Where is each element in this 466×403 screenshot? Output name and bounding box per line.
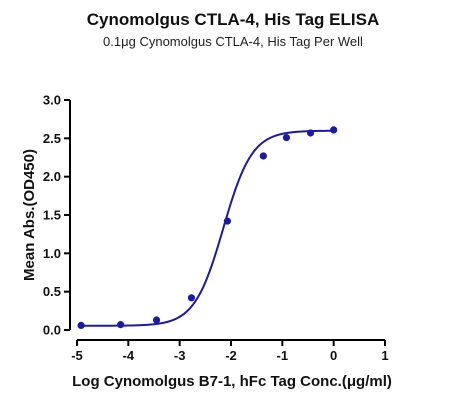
data-point	[259, 152, 267, 160]
data-point	[330, 126, 338, 134]
data-point	[223, 217, 232, 225]
data-point	[152, 316, 161, 324]
y-tick-label: 0.5	[43, 284, 61, 299]
x-tick-label: -5	[71, 348, 83, 363]
x-tick-label: 0	[330, 348, 337, 363]
plot-area: 0.0 0.5 1.0 1.5 2.0 2.5 3.0 -5 -4 -3 -2 -1 0 1	[43, 93, 389, 364]
data-point	[282, 133, 291, 142]
y-tick-label: 2.0	[43, 169, 61, 184]
fit-curve	[81, 129, 334, 327]
x-tick-label: -3	[174, 348, 186, 363]
x-tick-label: 1	[381, 348, 388, 363]
chart-title: Cynomolgus CTLA-4, His Tag ELISA	[87, 10, 379, 29]
y-tick-label: 1.0	[43, 246, 61, 261]
x-tick-label: -1	[277, 348, 289, 363]
data-point	[187, 294, 196, 302]
x-tick-label: -4	[123, 348, 135, 363]
data-point	[77, 321, 85, 329]
x-axis-label: Log Cynomolgus B7-1, hFc Tag Conc.(μg/ml…	[72, 373, 392, 390]
chart-subtitle: 0.1μg Cynomolgus CTLA-4, His Tag Per Wel…	[103, 34, 363, 49]
y-tick-label: 1.5	[43, 208, 61, 223]
y-tick-label: 0.0	[43, 323, 61, 338]
data-point	[306, 129, 315, 137]
y-tick-label: 3.0	[43, 93, 61, 108]
y-axis-label: Mean Abs.(OD450)	[21, 149, 38, 281]
x-tick-label: -2	[225, 348, 237, 363]
y-tick-label: 2.5	[43, 131, 61, 146]
data-point	[117, 321, 125, 329]
